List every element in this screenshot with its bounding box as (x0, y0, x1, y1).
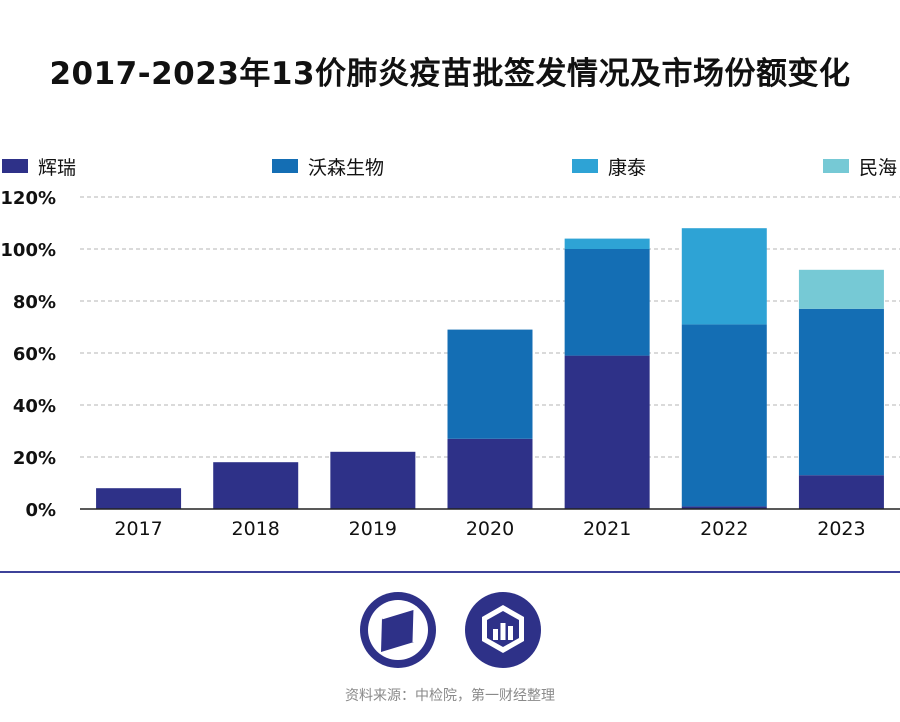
legend-item-walvax: 沃森生物 (272, 153, 384, 179)
x-tick-label: 2020 (466, 518, 514, 540)
bar-segment (681, 324, 767, 507)
x-tick-label: 2017 (114, 518, 162, 540)
legend-label-kangtai: 康泰 (608, 156, 647, 179)
legend-swatch-walvax (272, 159, 298, 173)
y-tick-label: 100% (0, 240, 56, 261)
y-tick-label: 60% (13, 344, 56, 365)
legend-swatch-pfizer (2, 159, 28, 173)
x-tick-label: 2023 (817, 518, 865, 540)
x-tick-label: 2022 (700, 518, 748, 540)
y-tick-label: 120% (0, 188, 56, 209)
bar-segment (681, 506, 767, 509)
x-tick-label: 2018 (232, 518, 280, 540)
legend-label-pfizer: 辉瑞 (38, 156, 77, 179)
legend-item-kangtai: 康泰 (572, 153, 646, 179)
stacked-bar-chart: 0% 20% 40% 60% 80% 100% 120% 2017 2018 2019 2020 20… (0, 188, 900, 540)
bar-segment (798, 475, 884, 509)
parallelogram-logo-icon (360, 592, 436, 668)
source-note: 资料来源：中检院，第一财经整理 (345, 688, 555, 704)
bar-segment (564, 355, 650, 509)
legend-label-minhai: 民海 (859, 156, 898, 179)
bar-segment (96, 488, 182, 509)
legend-label-walvax: 沃森生物 (308, 156, 385, 179)
bar-segment (330, 451, 416, 509)
chart-title: 2017-2023年13价肺炎疫苗批签发情况及市场份额变化 (49, 56, 851, 92)
legend-swatch-minhai (823, 159, 849, 173)
bar-segment (798, 308, 884, 476)
bar-chart-logo-icon (465, 592, 541, 668)
y-tick-label: 80% (13, 292, 56, 313)
divider-line (0, 571, 900, 573)
bar-segment (447, 329, 533, 439)
legend-item-pfizer: 辉瑞 (2, 153, 76, 179)
legend-swatch-kangtai (572, 159, 598, 173)
bar-segment (447, 438, 533, 509)
legend-item-minhai: 民海 (823, 153, 897, 179)
y-tick-label: 0% (25, 500, 56, 521)
x-tick-label: 2019 (349, 518, 397, 540)
bar-segment (681, 228, 767, 325)
bar-segment (798, 269, 884, 309)
bar-segment (564, 238, 650, 249)
bar-segment (213, 462, 299, 509)
x-tick-label: 2021 (583, 518, 631, 540)
y-tick-label: 40% (13, 396, 56, 417)
bar-segment (564, 249, 650, 356)
y-tick-label: 20% (13, 448, 56, 469)
